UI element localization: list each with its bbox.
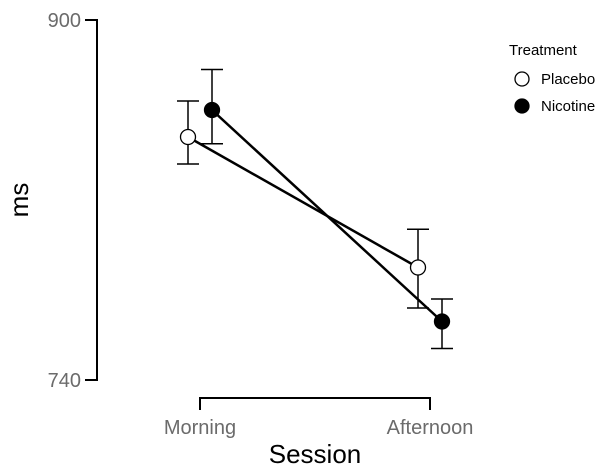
legend-label-nicotine: Nicotine: [541, 98, 595, 115]
y-ticks: 740 900: [48, 10, 81, 392]
x-axis: Morning Afternoon Session: [164, 397, 474, 469]
data-point-placebo: [179, 128, 197, 146]
y-axis-line: [85, 19, 98, 381]
legend-title: Treatment: [509, 42, 578, 59]
y-axis-title: ms: [4, 183, 34, 218]
y-tick-label: 740: [48, 370, 81, 392]
x-tick-label: Morning: [164, 417, 236, 439]
data-point-nicotine: [433, 313, 451, 330]
x-axis-title: Session: [269, 439, 362, 469]
data-point-placebo: [409, 259, 427, 276]
y-tick-label: 900: [48, 10, 81, 32]
y-axis: 740 900 ms: [4, 10, 98, 392]
legend-marker-nicotine: [514, 98, 530, 114]
x-axis-line: [199, 397, 431, 410]
legend-marker-placebo: [514, 71, 530, 87]
data-point-nicotine: [203, 101, 221, 119]
legend: Treatment Placebo Nicotine: [509, 42, 595, 115]
x-tick-label: Afternoon: [387, 417, 474, 439]
series-line-placebo: [187, 135, 419, 269]
plot-area: [177, 68, 453, 350]
series-line-nicotine: [211, 109, 443, 323]
legend-label-placebo: Placebo: [541, 71, 595, 88]
x-ticks: Morning Afternoon: [164, 417, 474, 439]
